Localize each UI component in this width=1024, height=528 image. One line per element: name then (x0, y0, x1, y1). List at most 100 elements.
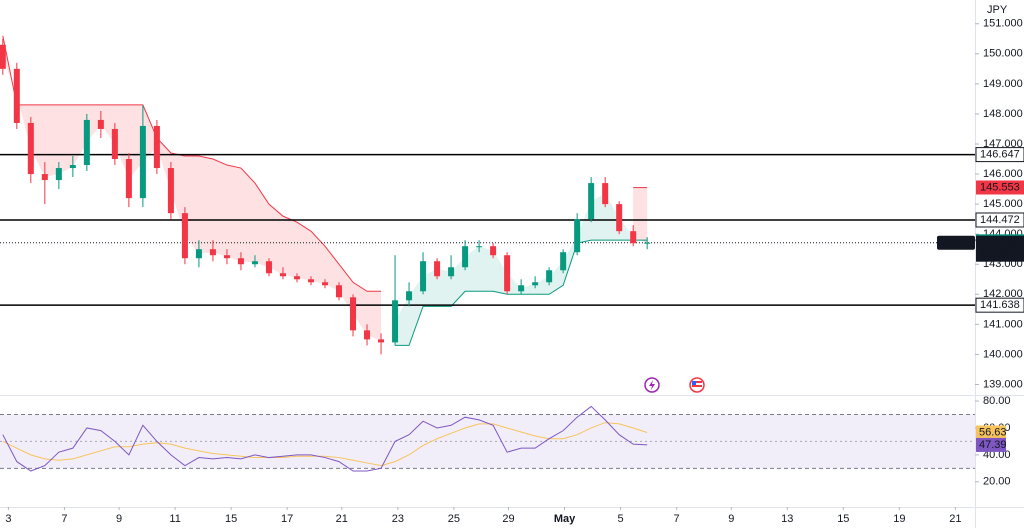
x-tick-label: 5 (618, 513, 624, 525)
candle-body (476, 246, 483, 248)
y-tick-label: 148.000 (983, 108, 1023, 120)
candle-body (448, 267, 455, 277)
candle-body (532, 282, 539, 286)
y-tick-label: 150.000 (983, 48, 1023, 60)
candle-body (546, 270, 553, 283)
candle-body (97, 119, 104, 129)
candle-body (251, 261, 258, 265)
candle-body (13, 68, 20, 123)
candle-body (139, 125, 146, 199)
candle-body (504, 255, 511, 292)
flag-canton (692, 381, 696, 385)
candle-body (279, 273, 286, 277)
candle-body (602, 183, 609, 205)
candle-body (518, 285, 525, 292)
rsi-y-tick-label: 20.00 (983, 476, 1011, 488)
candle-body (69, 165, 76, 169)
candle-body (181, 213, 188, 259)
candle-body (223, 255, 230, 259)
candle-body (378, 339, 385, 343)
y-tick-label: 147.000 (983, 138, 1023, 150)
x-tick-label: 7 (674, 513, 680, 525)
y-tick-label: 151.000 (983, 18, 1023, 30)
candle-body (0, 44, 6, 69)
candle-body (364, 330, 371, 340)
rsi-last-label: 47.39 (979, 439, 1007, 451)
candle-body (41, 174, 48, 181)
y-tick-label: 145.000 (983, 198, 1023, 210)
x-tick-label: 23 (392, 513, 404, 525)
x-tick-label: 13 (781, 513, 793, 525)
y-tick-label: 141.000 (983, 318, 1023, 330)
lightning (649, 380, 655, 390)
candle-body (630, 231, 637, 244)
candle-body (125, 159, 132, 199)
y-tick-label: 149.000 (983, 78, 1023, 90)
price-marker-box (976, 180, 1024, 195)
y-tick-label: 140.000 (983, 348, 1023, 360)
x-tick-label: 25 (448, 513, 460, 525)
x-tick-label: 15 (225, 513, 237, 525)
x-tick-label: 15 (837, 513, 849, 525)
candle-body (209, 249, 216, 256)
x-tick-label: May (554, 513, 576, 525)
candle-body (336, 285, 343, 298)
level-label: 144.472 (980, 214, 1020, 226)
level-label-box (975, 297, 1024, 313)
x-tick-label: 21 (336, 513, 348, 525)
band-fill (395, 193, 648, 346)
candle-body (83, 119, 90, 166)
x-tick-label: 17 (281, 513, 293, 525)
event-icons (644, 377, 705, 393)
candle-body (111, 128, 118, 160)
candle-body (322, 282, 328, 286)
last-price-box (976, 235, 1024, 262)
rsi-last-box (976, 425, 1006, 440)
currency-label: JPY (987, 4, 1008, 16)
price-marker-label: 145.553 (980, 181, 1020, 193)
x-tick-label: 29 (502, 513, 514, 525)
x-tick-label: 9 (116, 513, 122, 525)
candle-body (588, 183, 595, 220)
candle-body (350, 297, 357, 331)
candle-body (27, 122, 34, 175)
x-tick-label: 19 (893, 513, 905, 525)
candle-body (462, 246, 469, 268)
flag-stripe (692, 381, 702, 383)
rsi-y-tick-label: 80.00 (983, 395, 1011, 407)
level-label-box (975, 212, 1024, 228)
x-tick-label: 11 (169, 513, 180, 525)
candle-body (434, 261, 441, 277)
candle-body (307, 279, 314, 283)
rsi-values-line (2, 405, 648, 472)
candle-body (420, 261, 427, 292)
candle-body (153, 125, 160, 169)
rsi-last-label: 56.63 (979, 426, 1007, 438)
candle-body (265, 261, 272, 274)
candle-body (195, 249, 202, 259)
candle-body (392, 300, 399, 343)
level-label: 141.638 (980, 299, 1020, 311)
rsi-ma-line (2, 422, 648, 467)
level-label: 146.647 (980, 149, 1020, 161)
y-tick-label: 142.000 (983, 288, 1023, 300)
x-tick-label: 3 (5, 513, 11, 525)
y-tick-label: 139.000 (983, 378, 1023, 390)
band-line (2, 35, 382, 292)
candle-body (293, 276, 300, 280)
candle-body (560, 252, 567, 271)
candle-body (574, 219, 581, 253)
band-fill (633, 187, 648, 243)
rsi-last-box (976, 437, 1006, 452)
candle-body (490, 246, 497, 256)
band-fill (2, 35, 382, 341)
candle-body (644, 242, 651, 244)
flag-stripe (692, 385, 702, 387)
symbol-box (937, 235, 975, 250)
candle-body (616, 204, 623, 232)
countdown-label: 10:59 (980, 249, 1008, 261)
level-label-box (975, 147, 1024, 163)
x-tick-label: 9 (728, 513, 734, 525)
